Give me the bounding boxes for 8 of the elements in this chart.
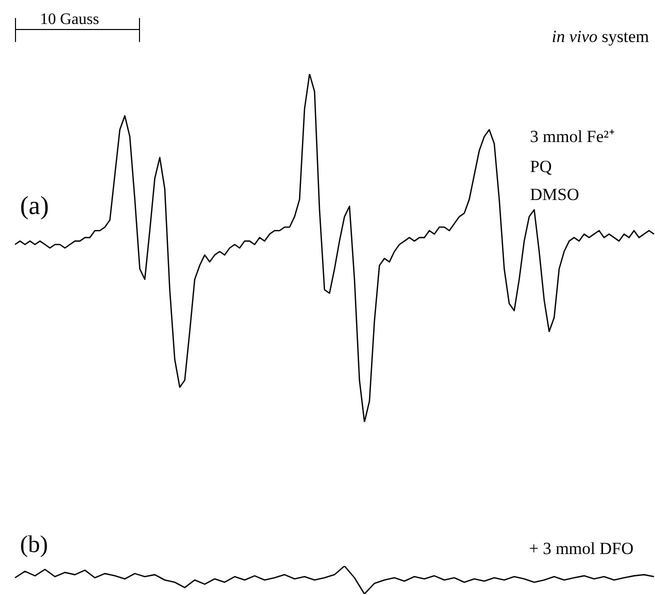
annotation: DMSO — [530, 185, 580, 204]
text: + 3 mmol DFO — [529, 539, 634, 558]
text: 10 Gauss — [40, 11, 100, 28]
annotation: 3 mmol Fe²⁺ — [530, 127, 615, 146]
text: (b) — [20, 532, 48, 558]
text: in vivo system — [552, 27, 649, 46]
annotation: (a) — [20, 191, 49, 220]
annotation: PQ — [530, 157, 552, 176]
